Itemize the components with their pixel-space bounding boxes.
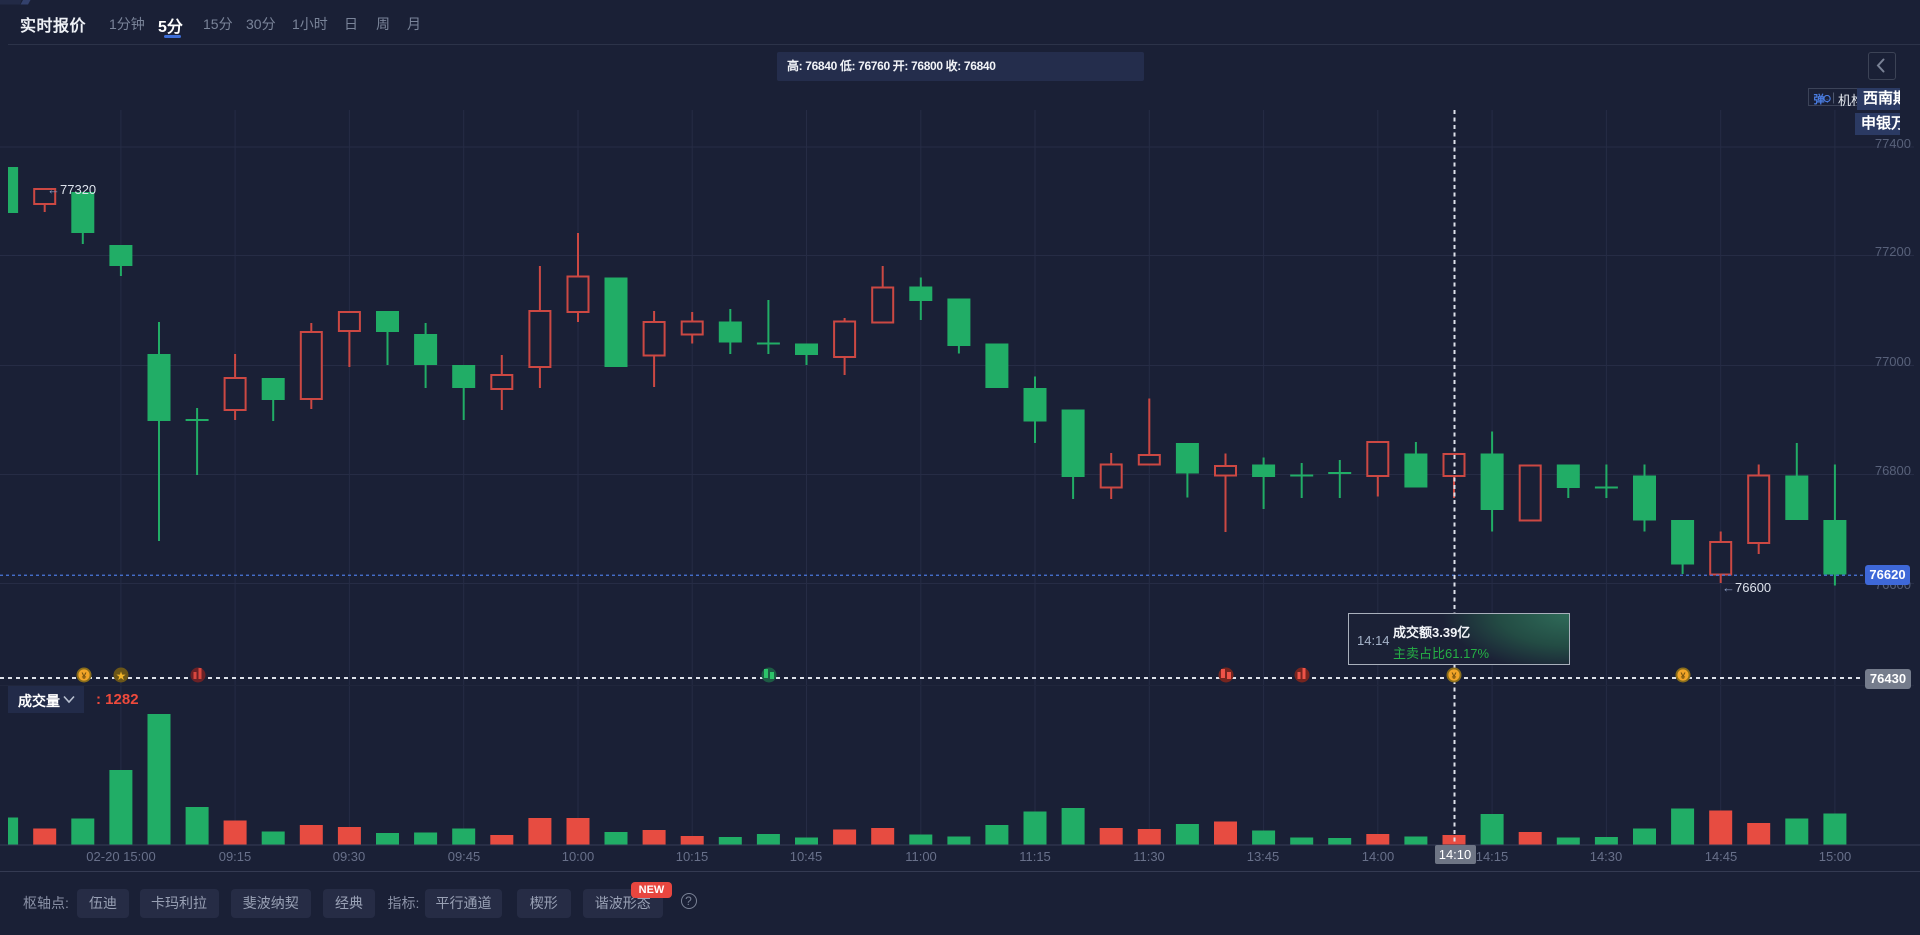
- svg-text:¥: ¥: [1680, 671, 1685, 681]
- svg-text:¥: ¥: [81, 671, 86, 681]
- svg-text:¥: ¥: [1451, 671, 1456, 681]
- svg-text:★: ★: [116, 669, 127, 683]
- svg-text:→: →: [1824, 96, 1828, 101]
